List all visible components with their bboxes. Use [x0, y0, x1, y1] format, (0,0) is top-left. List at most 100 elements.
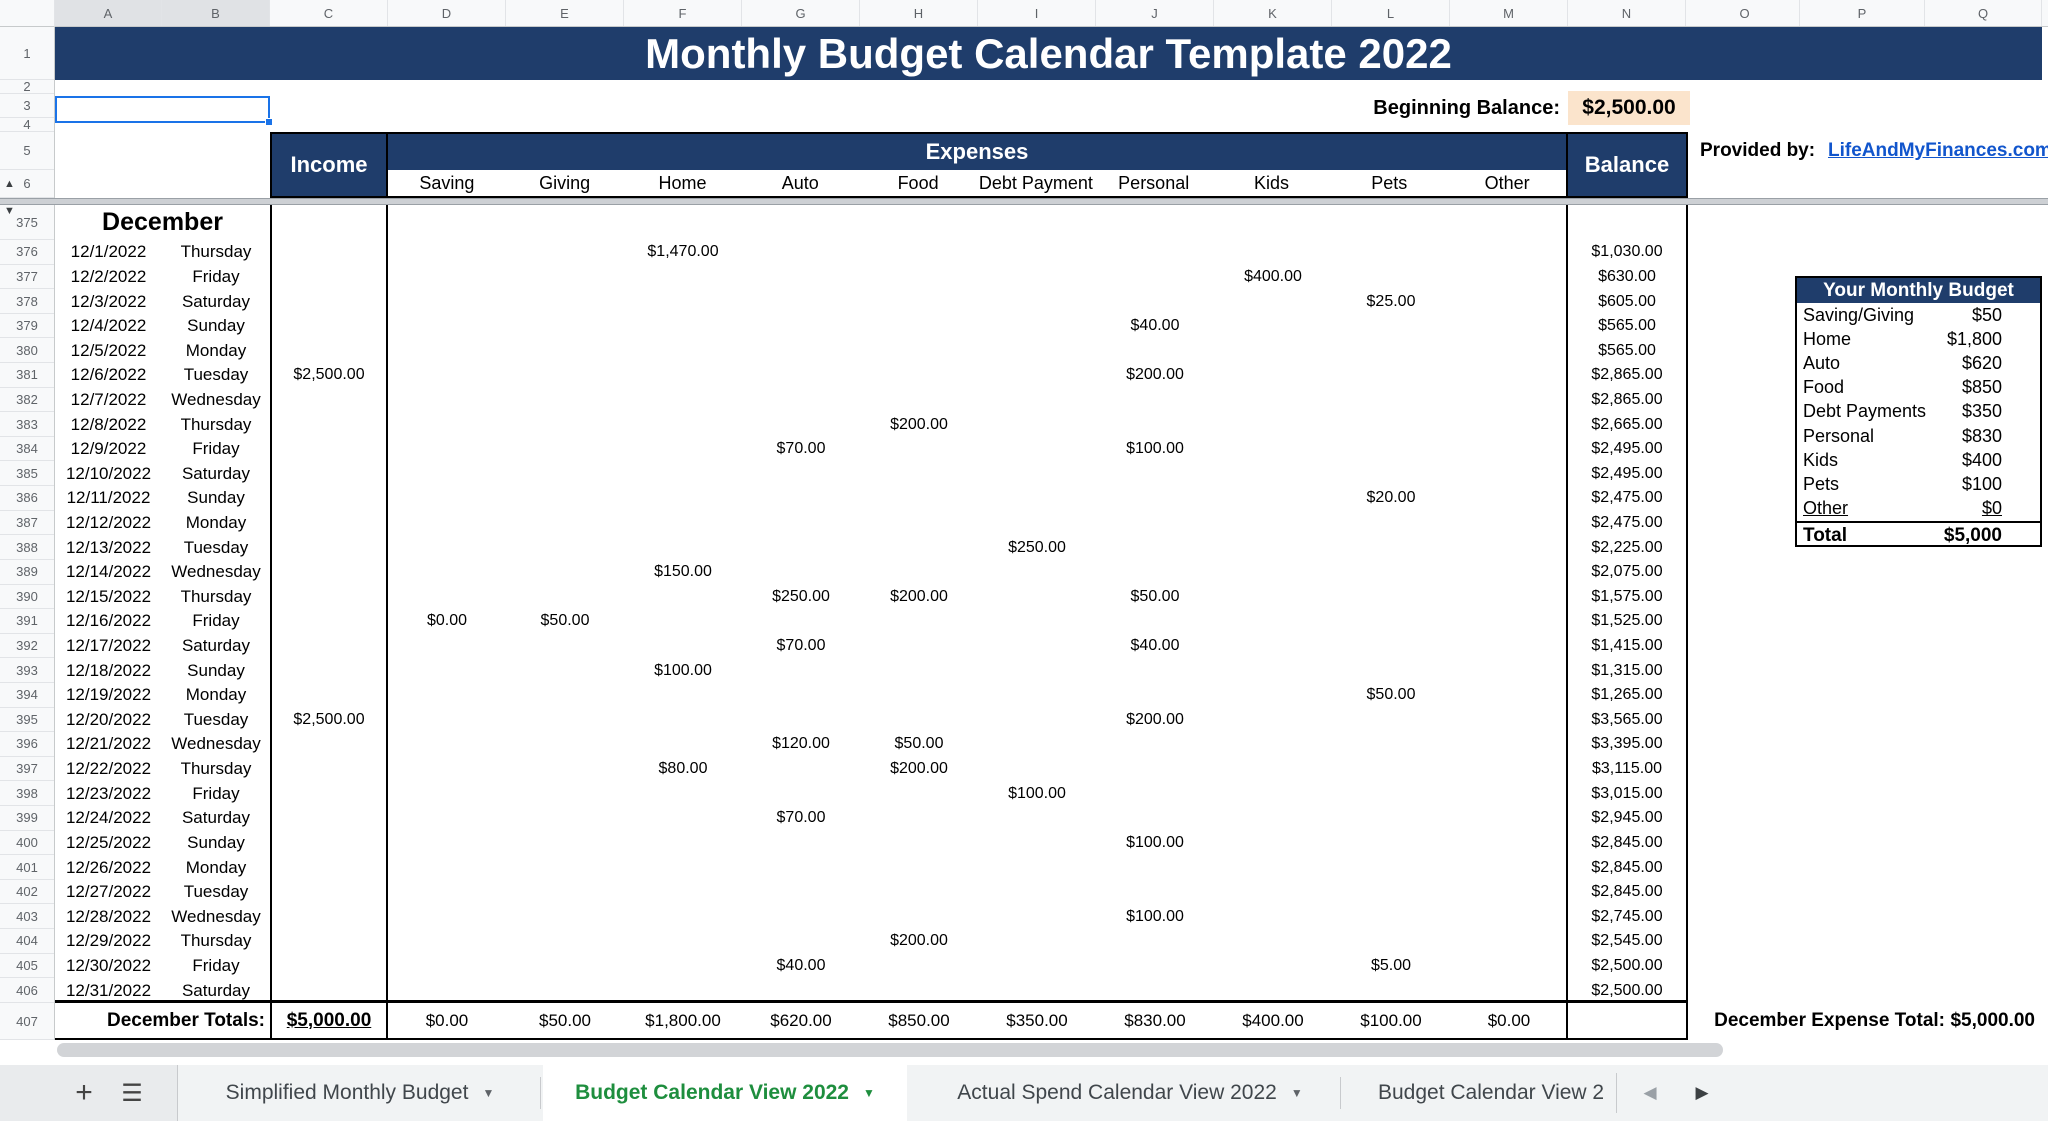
cell-day-386[interactable]: Sunday	[187, 488, 245, 508]
row-header-380[interactable]: 380	[0, 338, 54, 364]
cell-J390[interactable]: $50.00	[1130, 587, 1180, 605]
category-header-auto[interactable]: Auto	[781, 172, 819, 193]
totals-row-label[interactable]: December Totals:	[106, 1009, 265, 1031]
row-header-399[interactable]: 399	[0, 806, 54, 831]
sheet-tab-actual-spend-calendar-view-2022[interactable]: Actual Spend Calendar View 2022 ▼	[930, 1065, 1330, 1121]
cell-G405[interactable]: $40.00	[776, 956, 826, 974]
cell-date-390[interactable]: 12/15/2022	[65, 586, 152, 606]
cell-balance-390[interactable]: $1,575.00	[1591, 587, 1663, 605]
cell-date-389[interactable]: 12/14/2022	[65, 562, 152, 582]
cell-date-381[interactable]: 12/6/2022	[70, 365, 147, 385]
income-header[interactable]: Income	[272, 134, 386, 196]
row-header-398[interactable]: 398	[0, 781, 54, 807]
row-header-396[interactable]: 396	[0, 732, 54, 757]
cell-date-397[interactable]: 12/22/2022	[65, 759, 152, 779]
row-header-397[interactable]: 397	[0, 756, 54, 782]
cell-date-393[interactable]: 12/18/2022	[65, 660, 152, 680]
cell-day-401[interactable]: Monday	[185, 857, 247, 877]
cell-day-377[interactable]: Friday	[192, 266, 240, 286]
cell-day-404[interactable]: Thursday	[180, 931, 252, 951]
cell-balance-403[interactable]: $2,745.00	[1591, 907, 1663, 925]
sheet-tab-budget-calendar-view-2022[interactable]: Budget Calendar View 2022 ▼	[543, 1065, 907, 1121]
cell-day-403[interactable]: Wednesday	[171, 906, 261, 926]
cell-balance-401[interactable]: $2,845.00	[1591, 858, 1663, 876]
cell-day-384[interactable]: Friday	[192, 439, 240, 459]
column-header-I[interactable]: I	[978, 0, 1096, 26]
column-header-L[interactable]: L	[1332, 0, 1450, 26]
column-header-F[interactable]: F	[624, 0, 742, 26]
cell-H397[interactable]: $200.00	[890, 760, 948, 778]
row-header-3[interactable]: 3	[0, 94, 54, 118]
tab-scroll-left-icon[interactable]: ◀	[1643, 1083, 1657, 1102]
cell-day-379[interactable]: Sunday	[187, 316, 245, 336]
cell-day-392[interactable]: Saturday	[181, 636, 251, 656]
cell-day-395[interactable]: Tuesday	[183, 709, 249, 729]
total-cell-E407[interactable]: $50.00	[539, 1010, 591, 1030]
income-total-cell[interactable]: $5,000.00	[286, 1009, 372, 1031]
row-header-401[interactable]: 401	[0, 855, 54, 880]
total-cell-I407[interactable]: $350.00	[1006, 1010, 1068, 1030]
cell-J392[interactable]: $40.00	[1130, 637, 1180, 655]
cell-H390[interactable]: $200.00	[890, 587, 948, 605]
cell-balance-382[interactable]: $2,865.00	[1591, 390, 1663, 408]
row-header-5[interactable]: 5	[0, 132, 54, 170]
cell-day-405[interactable]: Friday	[192, 955, 240, 975]
cell-L394[interactable]: $50.00	[1366, 686, 1416, 704]
column-header-O[interactable]: O	[1690, 0, 1800, 26]
cell-F397[interactable]: $80.00	[658, 760, 708, 778]
column-header-H[interactable]: H	[860, 0, 978, 26]
cell-balance-377[interactable]: $630.00	[1598, 267, 1656, 285]
cell-balance-395[interactable]: $3,565.00	[1591, 710, 1663, 728]
tab-scroll-right-icon[interactable]: ▶	[1695, 1083, 1709, 1102]
cell-day-382[interactable]: Wednesday	[171, 389, 261, 409]
row-header-403[interactable]: 403	[0, 904, 54, 930]
cell-balance-400[interactable]: $2,845.00	[1591, 833, 1663, 851]
cell-balance-381[interactable]: $2,865.00	[1591, 366, 1663, 384]
cell-day-381[interactable]: Tuesday	[183, 365, 249, 385]
row-group-collapse-icon[interactable]: ▲	[4, 178, 15, 190]
row-header-377[interactable]: 377	[0, 264, 54, 290]
cell-balance-391[interactable]: $1,525.00	[1591, 612, 1663, 630]
selected-cell-range[interactable]	[55, 96, 270, 123]
cell-balance-392[interactable]: $1,415.00	[1591, 637, 1663, 655]
row-header-391[interactable]: 391	[0, 609, 54, 634]
cell-balance-405[interactable]: $2,500.00	[1591, 956, 1663, 974]
expenses-header[interactable]: Expenses	[388, 134, 1566, 170]
row-header-402[interactable]: 402	[0, 879, 54, 905]
month-label[interactable]: December	[102, 208, 223, 236]
cell-date-382[interactable]: 12/7/2022	[70, 389, 147, 409]
cell-date-379[interactable]: 12/4/2022	[70, 316, 147, 336]
tab-dropdown-icon[interactable]: ▼	[1290, 1086, 1303, 1100]
cell-day-376[interactable]: Thursday	[180, 242, 252, 262]
cell-I388[interactable]: $250.00	[1008, 538, 1066, 556]
row-header-376[interactable]: 376	[0, 240, 54, 265]
column-header-P[interactable]: P	[1800, 0, 1925, 26]
cell-date-392[interactable]: 12/17/2022	[65, 636, 152, 656]
cell-J379[interactable]: $40.00	[1130, 317, 1180, 335]
cell-balance-380[interactable]: $565.00	[1598, 341, 1656, 359]
cell-date-386[interactable]: 12/11/2022	[66, 488, 151, 508]
selection-fill-handle[interactable]	[265, 118, 273, 126]
cell-balance-378[interactable]: $605.00	[1598, 292, 1656, 310]
cell-day-406[interactable]: Saturday	[181, 980, 251, 1000]
cell-day-383[interactable]: Thursday	[180, 414, 252, 434]
cell-date-378[interactable]: 12/3/2022	[70, 291, 147, 311]
row-header-384[interactable]: 384	[0, 436, 54, 462]
row-header-392[interactable]: 392	[0, 633, 54, 659]
cell-H404[interactable]: $200.00	[890, 932, 948, 950]
row-header-386[interactable]: 386	[0, 486, 54, 511]
row-header-383[interactable]: 383	[0, 412, 54, 437]
cell-day-397[interactable]: Thursday	[180, 759, 252, 779]
cell-balance-387[interactable]: $2,475.00	[1591, 514, 1663, 531]
cell-day-387[interactable]: Monday	[185, 513, 247, 532]
cell-day-391[interactable]: Friday	[192, 611, 240, 631]
cell-balance-385[interactable]: $2,495.00	[1591, 464, 1663, 482]
cell-balance-397[interactable]: $3,115.00	[1592, 760, 1662, 778]
row-header-390[interactable]: 390	[0, 584, 54, 610]
row-header-382[interactable]: 382	[0, 387, 54, 413]
cell-F389[interactable]: $150.00	[654, 563, 712, 581]
row-header-381[interactable]: 381	[0, 363, 54, 388]
sheet-tab-simplified-monthly-budget[interactable]: Simplified Monthly Budget ▼	[190, 1065, 530, 1121]
cell-balance-399[interactable]: $2,945.00	[1591, 809, 1663, 827]
cell-L378[interactable]: $25.00	[1366, 292, 1416, 310]
